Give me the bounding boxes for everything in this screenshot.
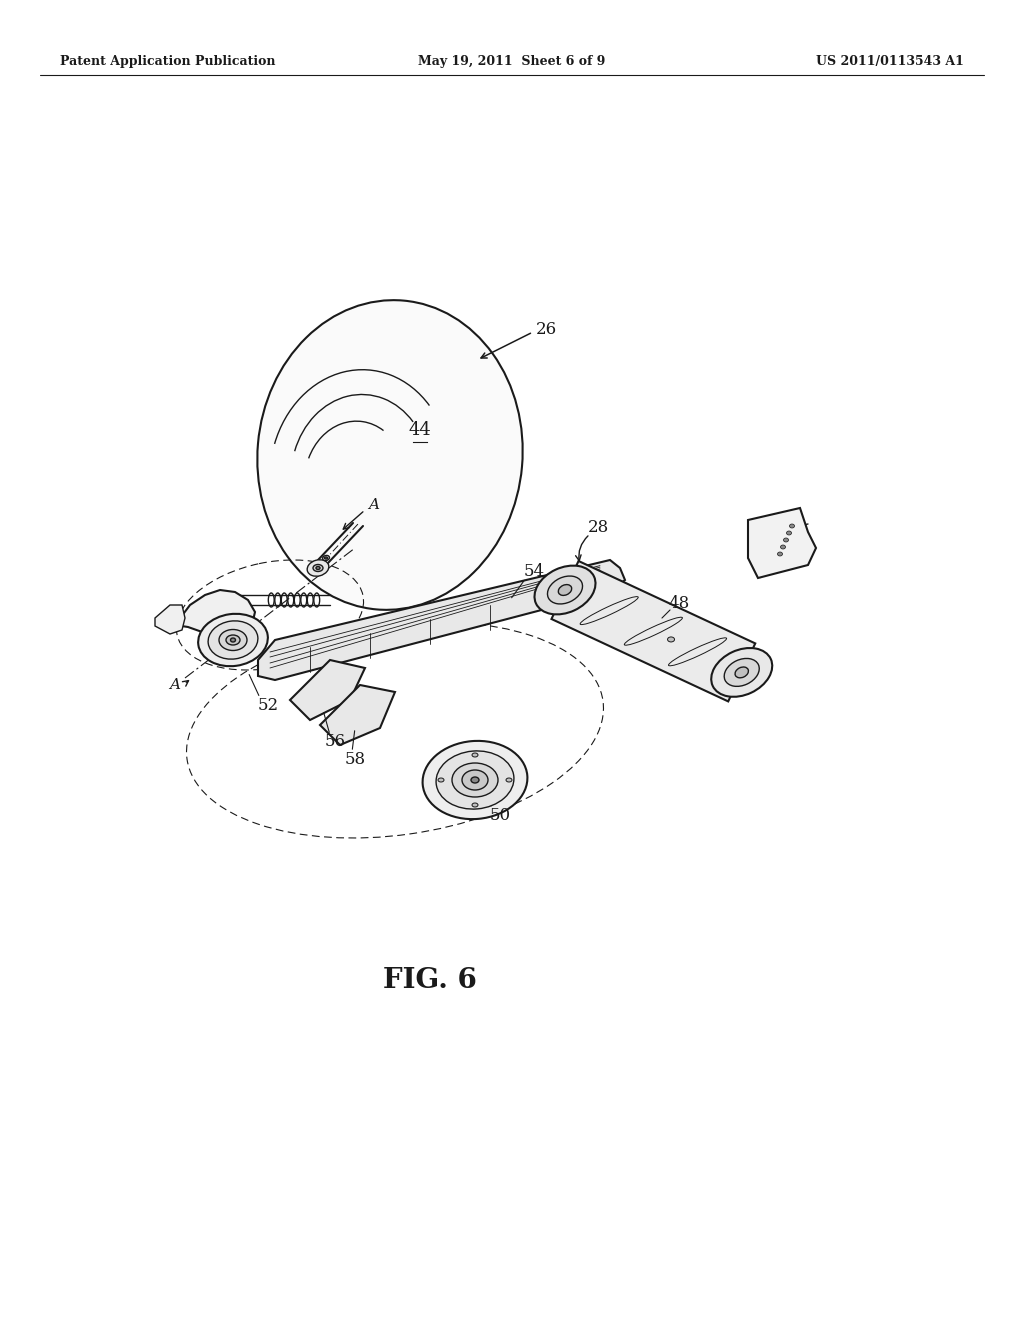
Ellipse shape bbox=[325, 557, 328, 558]
Text: Patent Application Publication: Patent Application Publication bbox=[60, 55, 275, 69]
Polygon shape bbox=[175, 590, 255, 636]
Text: A: A bbox=[170, 678, 180, 692]
Polygon shape bbox=[319, 685, 395, 744]
Text: 28: 28 bbox=[588, 520, 608, 536]
Ellipse shape bbox=[208, 620, 258, 659]
Text: FIG. 6: FIG. 6 bbox=[383, 966, 477, 994]
Ellipse shape bbox=[506, 777, 512, 781]
Text: 48: 48 bbox=[669, 594, 689, 611]
Ellipse shape bbox=[777, 552, 782, 556]
Ellipse shape bbox=[668, 638, 675, 642]
Ellipse shape bbox=[226, 635, 240, 645]
Ellipse shape bbox=[790, 524, 795, 528]
Text: May 19, 2011  Sheet 6 of 9: May 19, 2011 Sheet 6 of 9 bbox=[419, 55, 605, 69]
Polygon shape bbox=[290, 660, 365, 719]
Ellipse shape bbox=[724, 659, 759, 686]
Ellipse shape bbox=[452, 763, 498, 797]
Ellipse shape bbox=[323, 556, 330, 561]
Ellipse shape bbox=[316, 566, 319, 569]
Ellipse shape bbox=[472, 752, 478, 756]
Ellipse shape bbox=[436, 751, 514, 809]
Polygon shape bbox=[748, 508, 816, 578]
Ellipse shape bbox=[558, 585, 571, 595]
Text: A: A bbox=[369, 498, 380, 512]
Ellipse shape bbox=[219, 630, 247, 651]
Ellipse shape bbox=[199, 614, 268, 667]
Ellipse shape bbox=[535, 565, 596, 614]
Text: US 2011/0113543 A1: US 2011/0113543 A1 bbox=[816, 55, 964, 69]
Text: 58: 58 bbox=[344, 751, 366, 768]
Ellipse shape bbox=[780, 545, 785, 549]
Ellipse shape bbox=[712, 648, 772, 697]
Ellipse shape bbox=[735, 667, 749, 678]
Ellipse shape bbox=[462, 770, 488, 789]
Ellipse shape bbox=[548, 576, 583, 605]
Ellipse shape bbox=[257, 300, 522, 610]
Ellipse shape bbox=[423, 741, 527, 820]
Ellipse shape bbox=[230, 638, 236, 642]
Text: 44: 44 bbox=[409, 421, 431, 440]
Text: 54: 54 bbox=[523, 564, 545, 581]
Text: 56: 56 bbox=[325, 734, 345, 751]
Text: 52: 52 bbox=[257, 697, 279, 714]
Ellipse shape bbox=[783, 539, 788, 543]
Polygon shape bbox=[155, 605, 185, 634]
Text: 27: 27 bbox=[760, 516, 780, 533]
Text: 26: 26 bbox=[536, 322, 557, 338]
Polygon shape bbox=[258, 560, 625, 680]
Ellipse shape bbox=[786, 531, 792, 535]
Polygon shape bbox=[552, 561, 756, 701]
Ellipse shape bbox=[307, 560, 329, 577]
Ellipse shape bbox=[472, 803, 478, 807]
Ellipse shape bbox=[438, 777, 444, 781]
Text: 50: 50 bbox=[489, 807, 511, 824]
Ellipse shape bbox=[471, 777, 479, 783]
Ellipse shape bbox=[313, 565, 323, 572]
